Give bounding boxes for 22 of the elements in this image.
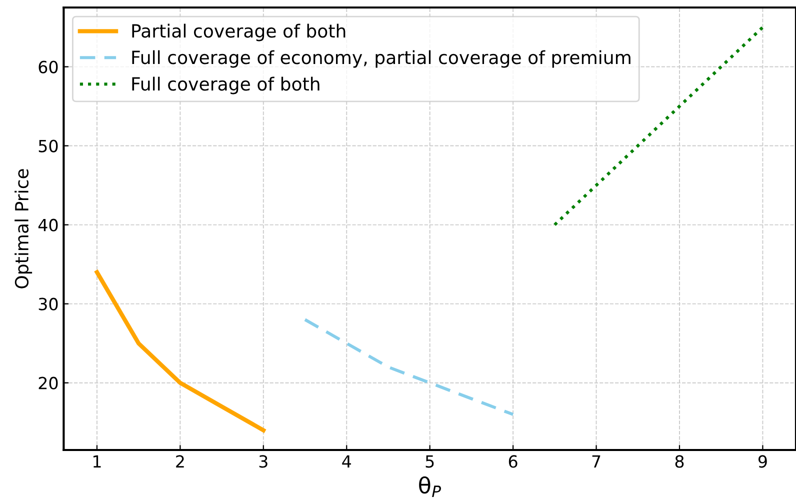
x-tick-label: 4 xyxy=(342,455,351,468)
y-tick-label: 20 xyxy=(38,376,58,390)
legend-label: Partial coverage of both xyxy=(132,24,346,42)
y-tick-label: 50 xyxy=(38,140,58,152)
x-tick-label: 3 xyxy=(259,455,268,468)
x-tick-label: 9 xyxy=(758,455,767,468)
y-tick-label: 30 xyxy=(38,298,58,310)
legend-label: Full coverage of economy, partial coverage of premium xyxy=(132,50,630,68)
legend-label: Full coverage of both xyxy=(132,76,320,94)
x-tick-label: 7 xyxy=(592,455,600,468)
x-tick-label: 8 xyxy=(675,455,684,468)
y-tick-label: 60 xyxy=(38,60,58,74)
y-tick-label: 40 xyxy=(38,218,58,232)
line-series xyxy=(553,26,764,226)
x-tick-label: 6 xyxy=(508,455,518,468)
line-series xyxy=(303,318,515,416)
x-axis-title: θ$_{P}$ xyxy=(419,476,441,498)
x-tick-label: 5 xyxy=(426,455,434,468)
x-tick-label: 2 xyxy=(176,455,184,468)
line-series xyxy=(94,270,266,432)
x-tick-label: 1 xyxy=(93,455,101,468)
y-axis-title: Optimal Price xyxy=(14,169,32,288)
